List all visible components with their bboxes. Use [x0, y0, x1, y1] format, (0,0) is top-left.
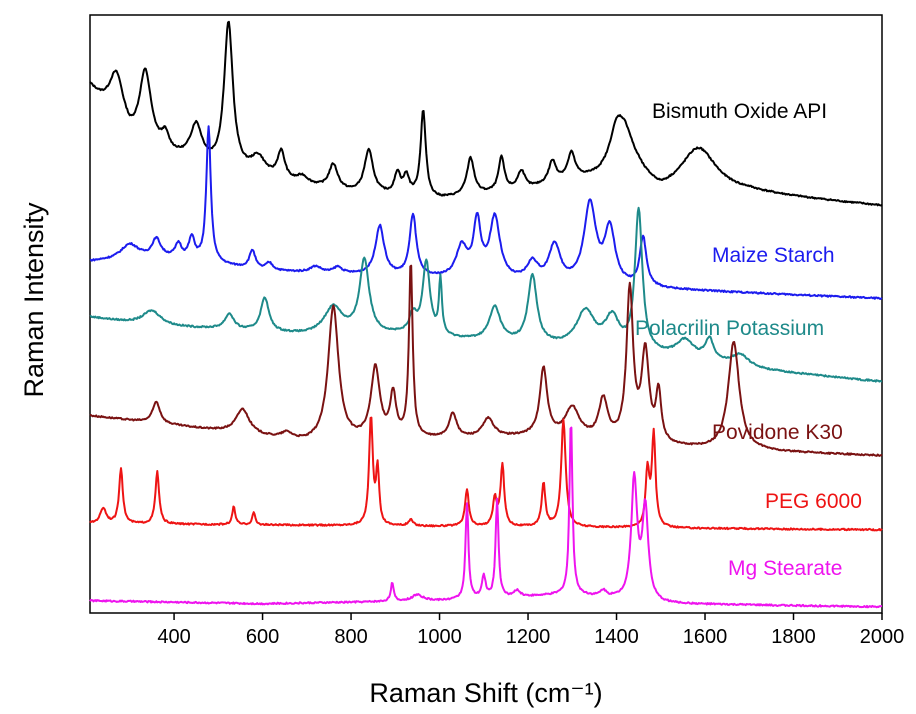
series-label: Mg Stearate	[728, 557, 842, 580]
series-label: Povidone K30	[712, 421, 843, 444]
series-line	[89, 264, 883, 457]
series-line	[89, 125, 883, 300]
x-tick-label: 800	[334, 626, 367, 648]
series-line	[89, 20, 883, 207]
series-line	[89, 206, 883, 383]
x-axis-title: Raman Shift (cm⁻¹)	[369, 678, 602, 708]
series-label: PEG 6000	[765, 490, 862, 513]
x-tick-label: 400	[157, 626, 190, 648]
x-tick-label: 1000	[417, 626, 462, 648]
x-tick-label: 1400	[594, 626, 639, 648]
x-tick-label: 1200	[506, 626, 551, 648]
x-axis: 400 600 800 1000 1200 1400 1600 1800 2000	[157, 613, 904, 648]
series-label: Bismuth Oxide API	[652, 100, 827, 123]
y-axis-title: Raman Intensity	[19, 202, 49, 398]
x-tick-label: 2000	[860, 626, 905, 648]
plot-frame	[89, 14, 883, 614]
series-label-group: Bismuth Oxide API Maize Starch Polacrilin …	[635, 100, 862, 580]
series-line	[89, 426, 883, 609]
x-tick-label: 1800	[771, 626, 816, 648]
series-line	[89, 416, 883, 532]
series-group	[89, 20, 883, 609]
x-tick-label: 600	[246, 626, 279, 648]
series-label: Maize Starch	[712, 244, 835, 267]
series-label: Polacrilin Potassium	[635, 317, 824, 340]
x-tick-label: 1600	[683, 626, 728, 648]
